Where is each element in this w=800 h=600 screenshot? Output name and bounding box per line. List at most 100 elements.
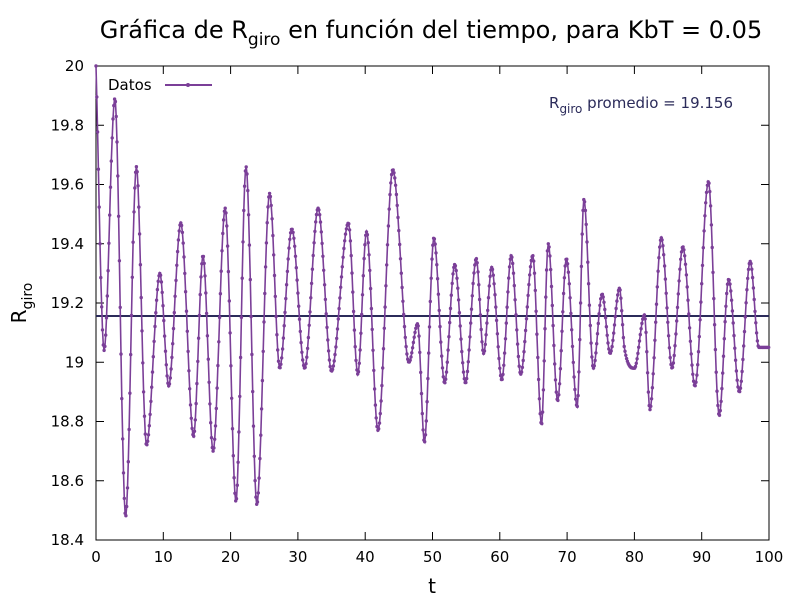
series-point	[662, 253, 666, 257]
series-point	[502, 363, 506, 367]
series-point	[557, 382, 562, 386]
series-point	[221, 231, 225, 236]
series-point	[193, 418, 197, 422]
series-point	[341, 255, 345, 259]
series-point	[405, 352, 409, 356]
series-point	[340, 265, 344, 269]
series-point	[381, 366, 385, 370]
series-point	[767, 345, 771, 350]
series-point	[156, 279, 160, 283]
series-point	[241, 240, 245, 244]
series-point	[298, 329, 302, 334]
series-point	[188, 403, 193, 407]
series-point	[307, 323, 311, 327]
series-point	[259, 433, 263, 437]
y-tick-label: 19.8	[51, 116, 84, 134]
series-point	[245, 172, 249, 176]
series-point	[704, 201, 708, 205]
series-point	[175, 263, 179, 267]
x-tick-label: 70	[558, 548, 577, 566]
series-point	[426, 376, 430, 381]
series-point	[602, 300, 606, 304]
series-point	[393, 176, 397, 180]
series-point	[96, 167, 101, 171]
series-point	[174, 278, 178, 283]
series-point	[473, 263, 477, 267]
series-point	[142, 414, 147, 418]
series-point	[181, 241, 185, 245]
series-point	[495, 332, 500, 336]
series-point	[194, 401, 198, 406]
series-point	[698, 318, 702, 322]
series-point	[137, 205, 141, 209]
series-point	[723, 320, 727, 324]
series-point	[480, 340, 484, 344]
series-point	[679, 257, 683, 261]
series-point	[292, 236, 296, 240]
series-point	[675, 305, 680, 310]
series-point	[684, 273, 689, 277]
series-point	[661, 244, 665, 248]
series-point	[612, 331, 616, 335]
series-point	[603, 307, 607, 312]
series-point	[108, 185, 113, 189]
series-point	[211, 449, 215, 453]
series-point	[145, 443, 149, 447]
series-point	[421, 428, 425, 432]
series-point	[469, 307, 474, 311]
series-point	[586, 260, 590, 264]
series-point	[377, 427, 381, 431]
series-point	[267, 191, 272, 196]
legend-label: Datos	[108, 76, 152, 94]
series-point	[523, 339, 527, 344]
series-point	[507, 265, 512, 269]
series-point	[554, 390, 558, 394]
series-point	[567, 282, 571, 286]
series-point	[459, 337, 463, 341]
series-point	[100, 328, 105, 332]
series-point	[716, 403, 720, 408]
series-point	[104, 333, 108, 337]
series-point	[104, 316, 109, 320]
series-point	[242, 184, 247, 188]
series-point	[361, 274, 365, 278]
annotation-sub: giro	[559, 102, 582, 116]
series-point	[653, 338, 657, 342]
series-point	[410, 351, 414, 355]
series-point	[377, 421, 382, 425]
series-point	[158, 273, 163, 277]
series-point	[729, 289, 733, 293]
series-point	[697, 334, 701, 339]
series-point	[213, 424, 218, 428]
series-point	[693, 384, 697, 388]
series-point	[261, 349, 265, 354]
series-point	[750, 275, 755, 280]
series-point	[486, 296, 491, 300]
series-point	[520, 365, 525, 370]
series-point	[454, 268, 458, 273]
series-point	[677, 279, 681, 283]
series-point	[333, 352, 337, 357]
series-point	[118, 305, 122, 310]
series-point	[724, 304, 728, 308]
series-point	[409, 355, 413, 359]
series-point	[753, 309, 757, 314]
series-point	[312, 241, 316, 245]
series-point	[99, 275, 103, 280]
series-point	[640, 321, 644, 326]
series-point	[237, 430, 241, 434]
series-point	[551, 323, 555, 328]
series-point	[433, 242, 437, 246]
series-point	[652, 356, 656, 360]
series-point	[283, 310, 287, 315]
series-point	[497, 356, 501, 361]
series-point	[613, 314, 617, 319]
series-point	[370, 327, 374, 332]
series-point	[745, 288, 749, 292]
series-point	[444, 370, 449, 374]
series-point	[536, 377, 541, 382]
series-point	[107, 241, 111, 245]
series-point	[318, 213, 322, 217]
series-point	[633, 364, 638, 369]
series-point	[609, 349, 613, 353]
